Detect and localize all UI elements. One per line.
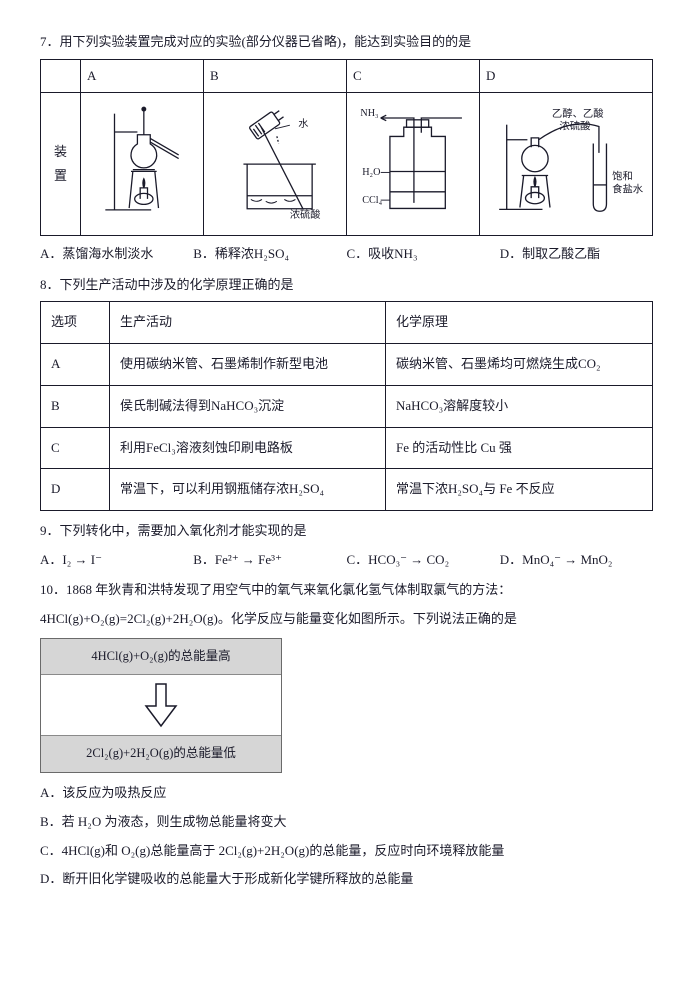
q7-side-label-1: 装 [47, 140, 74, 165]
q10-stem-2: 4HCl(g)+O₂(g)=2Cl₂(g)+2H₂O(g)。化学反应与能量变化如… [40, 607, 653, 632]
q7-header-blank [41, 59, 81, 93]
q7-diagram-B: 水 浓硫酸 [204, 93, 347, 236]
q8-B-0: B [41, 385, 110, 427]
q7-header-D: D [480, 59, 653, 93]
q9-option-A: A．I₂ → I⁻ [40, 548, 193, 573]
q8-A-0: A [41, 344, 110, 386]
q10-stem-1: 10．1868 年狄青和洪特发现了用空气中的氧气来氧化氯化氢气体制取氯气的方法： [40, 578, 653, 603]
q10-option-D: D．断开旧化学键吸收的总能量大于形成新化学键所释放的总能量 [40, 867, 653, 892]
q7-D-label-mix2: 浓硫酸 [559, 120, 591, 133]
q9-options: A．I₂ → I⁻ B．Fe²⁺ → Fe³⁺ C．HCO₃⁻ → CO₂ D．… [40, 548, 653, 573]
q7-table-image-row: 装 置 [41, 93, 653, 236]
q7-header-C: C [347, 59, 480, 93]
q7-header-A: A [81, 59, 204, 93]
q8-D-2: 常温下浓H₂SO₄与 Fe 不反应 [386, 469, 653, 511]
absorb-nh3-icon: NH₃ H₂O CCl₄ [353, 97, 473, 222]
q9-option-B: B．Fe²⁺ → Fe³⁺ [193, 548, 346, 573]
exam-page: 7．用下列实验装置完成对应的实验(部分仪器已省略)，能达到实验目的的是 A B … [0, 0, 693, 993]
q8-head-0: 选项 [41, 302, 110, 344]
q8-row-C: C 利用FeCl₃溶液刻蚀印刷电路板 Fe 的活动性比 Cu 强 [41, 427, 653, 469]
q8-D-1: 常温下，可以利用钢瓶储存浓H₂SO₄ [110, 469, 386, 511]
q10-energy-diagram: 4HCl(g)+O₂(g)的总能量高 2Cl₂(g)+2H₂O(g)的总能量低 [40, 638, 282, 774]
q8-head-2: 化学原理 [386, 302, 653, 344]
q8-B-2: NaHCO₃溶解度较小 [386, 385, 653, 427]
q8-C-0: C [41, 427, 110, 469]
q7-options: A．蒸馏海水制淡水 B．稀释浓H₂SO₄ C．吸收NH₃ D．制取乙酸乙酯 [40, 242, 653, 267]
q10-option-C: C．4HCl(g)和 O₂(g)总能量高于 2Cl₂(g)+2H₂O(g)的总能… [40, 839, 653, 864]
q7-B-label-water: 水 [298, 118, 308, 130]
q7-option-D: D．制取乙酸乙酯 [500, 242, 653, 267]
q8-row-A: A 使用碳纳米管、石墨烯制作新型电池 碳纳米管、石墨烯均可燃烧生成CO₂ [41, 344, 653, 386]
q8-head-1: 生产活动 [110, 302, 386, 344]
q7-B-label-acid: 浓硫酸 [290, 208, 321, 221]
q8-table: 选项 生产活动 化学原理 A 使用碳纳米管、石墨烯制作新型电池 碳纳米管、石墨烯… [40, 301, 653, 510]
q7-C-label-nh3: NH₃ [360, 108, 379, 119]
q10-option-B: B．若 H₂O 为液态，则生成物总能量将变大 [40, 810, 653, 835]
q7-side-label-2: 置 [47, 164, 74, 189]
q7-diagram-A [81, 93, 204, 236]
q7-D-label-salt2: 食盐水 [612, 183, 644, 196]
q8-head-row: 选项 生产活动 化学原理 [41, 302, 653, 344]
q9-option-D: D．MnO₄⁻ → MnO₂ [500, 548, 653, 573]
q8-B-1: 侯氏制碱法得到NaHCO₃沉淀 [110, 385, 386, 427]
q7-option-A: A．蒸馏海水制淡水 [40, 242, 193, 267]
down-arrow-icon [142, 682, 180, 728]
q7-side-label: 装 置 [41, 93, 81, 236]
q10-option-A: A．该反应为吸热反应 [40, 781, 653, 806]
q8-D-0: D [41, 469, 110, 511]
q8-C-2: Fe 的活动性比 Cu 强 [386, 427, 653, 469]
q7-apparatus-table: A B C D 装 置 [40, 59, 653, 236]
q7-D-label-salt1: 饱和 [612, 171, 633, 183]
distillation-icon [87, 97, 197, 222]
q8-A-1: 使用碳纳米管、石墨烯制作新型电池 [110, 344, 386, 386]
q10-energy-arrow-area [41, 675, 281, 735]
q8-stem: 8．下列生产活动中涉及的化学原理正确的是 [40, 273, 653, 298]
q7-option-C: C．吸收NH₃ [347, 242, 500, 267]
ester-prep-icon: 乙醇、乙酸 浓硫酸 饱和 食盐水 [486, 97, 646, 222]
q7-diagram-D: 乙醇、乙酸 浓硫酸 饱和 食盐水 [480, 93, 653, 236]
q8-C-1: 利用FeCl₃溶液刻蚀印刷电路板 [110, 427, 386, 469]
q8-A-2: 碳纳米管、石墨烯均可燃烧生成CO₂ [386, 344, 653, 386]
q7-stem: 7．用下列实验装置完成对应的实验(部分仪器已省略)，能达到实验目的的是 [40, 30, 653, 55]
q7-table-header-row: A B C D [41, 59, 653, 93]
q9-stem: 9．下列转化中，需要加入氧化剂才能实现的是 [40, 519, 653, 544]
q8-row-B: B 侯氏制碱法得到NaHCO₃沉淀 NaHCO₃溶解度较小 [41, 385, 653, 427]
q10-energy-bottom: 2Cl₂(g)+2H₂O(g)的总能量低 [41, 735, 281, 772]
q7-C-label-ccl4: CCl₄ [362, 195, 382, 206]
q10-energy-top: 4HCl(g)+O₂(g)的总能量高 [41, 639, 281, 676]
q7-header-B: B [204, 59, 347, 93]
q8-row-D: D 常温下，可以利用钢瓶储存浓H₂SO₄ 常温下浓H₂SO₄与 Fe 不反应 [41, 469, 653, 511]
q7-C-label-h2o: H₂O [362, 168, 380, 179]
q7-option-B: B．稀释浓H₂SO₄ [193, 242, 346, 267]
dilution-icon: 水 浓硫酸 [210, 97, 340, 222]
q9-option-C: C．HCO₃⁻ → CO₂ [347, 548, 500, 573]
q7-D-label-mix1: 乙醇、乙酸 [552, 108, 604, 121]
q7-diagram-C: NH₃ H₂O CCl₄ [347, 93, 480, 236]
